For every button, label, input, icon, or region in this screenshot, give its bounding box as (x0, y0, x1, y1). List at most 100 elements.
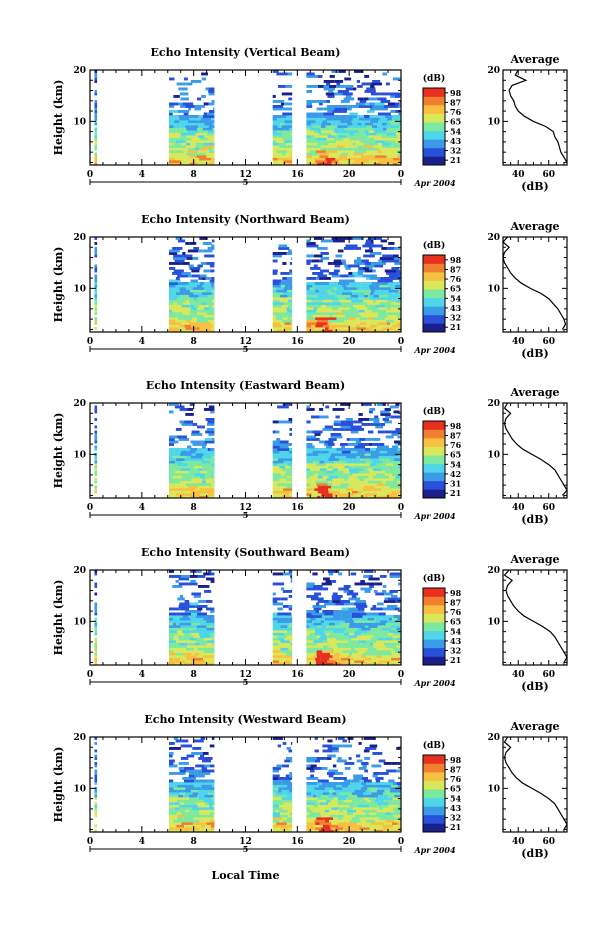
heatmap-cell (316, 814, 322, 818)
heatmap-cell (327, 747, 339, 750)
heatmap-cell (277, 607, 283, 611)
heatmap-cell (351, 612, 361, 616)
heatmap-cell (191, 324, 202, 328)
heatmap-cell (348, 130, 359, 133)
heatmap-cell (180, 827, 185, 830)
heatmap-cell (319, 468, 327, 471)
heatmap-cell (343, 157, 353, 161)
heatmap-cell (380, 413, 391, 416)
heatmap-cell (323, 132, 332, 136)
heatmap-cell (286, 292, 293, 295)
heatmap-cell (361, 329, 366, 332)
heatmap-cell (362, 809, 373, 813)
heatmap-cell (190, 827, 200, 830)
heatmap-cell (284, 480, 293, 484)
heatmap-cell (329, 152, 341, 156)
heatmap-cell (192, 792, 199, 795)
heatmap-cell (380, 262, 386, 265)
heatmap-cell (314, 237, 323, 240)
heatmap-cell (330, 145, 337, 148)
heatmap-cell (384, 592, 393, 596)
colorbar-swatch (423, 622, 445, 632)
heatmap-cell (346, 289, 352, 293)
heatmap-cell (359, 478, 365, 481)
heatmap-cell (272, 125, 278, 128)
heatmap-cell (272, 802, 284, 805)
heatmap-cell (318, 473, 328, 476)
heatmap-cell (94, 647, 98, 651)
heatmap-cell (361, 463, 370, 466)
heatmap-cell (394, 622, 401, 626)
heatmap-cell (342, 142, 353, 146)
heatmap-cell (272, 824, 281, 828)
heatmap-cell (272, 453, 280, 456)
panel-2: Echo Intensity (Eastward Beam)Height (km… (52, 379, 568, 526)
heatmap-cell (194, 473, 205, 476)
heatmap-cell (339, 627, 347, 631)
heatmap-cell (94, 430, 98, 434)
heatmap-cell (190, 140, 201, 143)
average-y-tick: 20 (487, 566, 500, 576)
heatmap-cell (94, 312, 98, 315)
heatmap-cell (183, 317, 192, 320)
heatmap-cell (363, 145, 374, 148)
heatmap-cell (342, 92, 353, 96)
average-title: Average (509, 553, 559, 566)
heatmap-cell (190, 575, 198, 578)
heatmap-cell (279, 294, 288, 298)
heatmap-cell (350, 787, 361, 790)
heatmap-cell (339, 809, 344, 813)
heatmap-cell (306, 585, 313, 588)
heatmap-cell (337, 468, 349, 471)
heatmap-cell (272, 465, 280, 469)
heatmap-cell (364, 478, 371, 481)
heatmap-cell (363, 822, 371, 825)
heatmap-cell (281, 284, 286, 288)
heatmap-cell (197, 264, 203, 268)
heatmap-cell (369, 470, 379, 474)
heatmap-cell (355, 642, 361, 646)
heatmap-cell (350, 650, 358, 653)
heatmap-cell (385, 812, 392, 815)
colorbar-swatch (423, 323, 445, 333)
heatmap-cell (348, 652, 353, 656)
heatmap-cell (188, 829, 192, 832)
heatmap-cell (280, 122, 285, 126)
heatmap-cell (398, 279, 401, 283)
heatmap-cell (272, 317, 276, 320)
heatmap-cell (321, 329, 327, 332)
heatmap-cell (379, 289, 389, 293)
heatmap-cell (204, 465, 212, 469)
heatmap-cell (169, 817, 177, 820)
heatmap-cell (339, 279, 349, 283)
colorbar-swatch (423, 480, 445, 490)
heatmap-cell (94, 769, 98, 773)
heatmap-cell (94, 137, 98, 141)
heatmap-cell (324, 627, 328, 631)
heatmap-cell (374, 264, 384, 268)
heatmap-cell (169, 299, 180, 303)
heatmap-cell (191, 430, 200, 434)
heatmap-cell (169, 319, 176, 323)
heatmap-cell (206, 627, 215, 631)
heatmap-cell (336, 784, 343, 788)
heatmap-cell (169, 488, 180, 491)
heatmap-cell (279, 309, 284, 313)
heatmap-cell (204, 327, 212, 330)
heatmap-cell (306, 287, 310, 290)
heatmap-4 (94, 737, 401, 832)
heatmap-cell (187, 784, 194, 788)
heatmap-cell (203, 453, 214, 456)
heatmap-cell (388, 282, 396, 285)
heatmap-cell (360, 317, 368, 320)
heatmap-cell (313, 264, 318, 268)
heatmap-cell (190, 630, 200, 633)
heatmap-cell (272, 662, 285, 665)
heatmap-cell (284, 632, 292, 636)
heatmap-cell (272, 632, 285, 636)
heatmap-cell (169, 829, 174, 832)
heatmap-cell (280, 814, 288, 818)
heatmap-cell (282, 829, 292, 832)
